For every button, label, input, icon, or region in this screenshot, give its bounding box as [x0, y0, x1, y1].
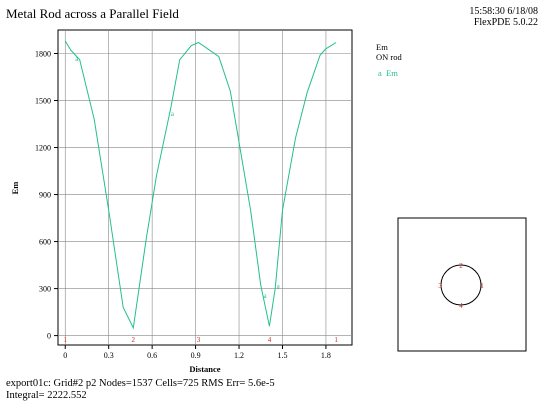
rod-label-left: 3 [438, 282, 442, 290]
x-tick-label: 0.6 [147, 351, 157, 360]
series-label-marker: a [75, 55, 79, 63]
y-tick-label: 900 [39, 191, 51, 200]
legend-subtitle: ON rod [376, 52, 402, 62]
y-tick-label: 300 [39, 285, 51, 294]
chart-title: Metal Rod across a Parallel Field [6, 6, 179, 21]
series-group: a a a a [64, 40, 337, 330]
y-tick-label: 0 [47, 332, 51, 341]
x-tick-label: 0.9 [191, 351, 201, 360]
timestamp: 15:58:30 6/18/08 [469, 6, 538, 17]
footer-integral: Integral= 2222.552 [6, 390, 87, 401]
x-tick-label: 1.2 [234, 351, 244, 360]
footer: export01c: Grid#2 p2 Nodes=1537 Cells=72… [6, 378, 275, 402]
domain-inset: 2 3 1 4 [397, 217, 527, 352]
timestamp-block: 15:58:30 6/18/08 FlexPDE 5.0.22 [469, 6, 538, 28]
domain-boundary [397, 217, 527, 352]
y-tick-label: 600 [39, 238, 51, 247]
x-tick-label: 1.5 [277, 351, 287, 360]
y-tick-label: 1800 [35, 50, 51, 59]
legend-title: Em [376, 42, 388, 52]
series-label-marker: a [264, 292, 268, 300]
grid-lines [58, 30, 352, 345]
boundary-marker: 3 [197, 336, 201, 344]
y-tick-label: 1200 [35, 144, 51, 153]
footer-stats: export01c: Grid#2 p2 Nodes=1537 Cells=72… [6, 378, 275, 389]
axis-ticks: 0 300 600 900 1200 1500 1800 0 0.3 0.6 0.9 1.2 1.5 1.… [35, 50, 331, 360]
plot-frame [57, 29, 353, 346]
x-tick-label: 0 [63, 351, 67, 360]
boundary-marker: 1 [334, 336, 338, 344]
legend-entry-label: Em [386, 68, 398, 78]
series-line-em [64, 40, 337, 330]
y-axis-title: Em [10, 182, 20, 195]
boundary-marker: 2 [132, 336, 136, 344]
series-label-marker: a [277, 282, 281, 290]
rod-circle [440, 264, 482, 306]
rod-label-right: 1 [480, 282, 484, 290]
boundary-markers: 1 2 3 4 1 [63, 336, 338, 344]
rod-label-top: 2 [459, 262, 463, 270]
legend: Em ON rod a Em [376, 42, 402, 78]
x-tick-label: 1.8 [321, 351, 331, 360]
legend-entry-marker: a [378, 68, 382, 78]
boundary-marker: 1 [63, 336, 67, 344]
boundary-marker: 4 [268, 336, 272, 344]
x-axis-title: Distance [189, 364, 220, 374]
rod-label-bottom: 4 [459, 302, 463, 310]
x-tick-label: 0.3 [104, 351, 114, 360]
y-tick-label: 1500 [35, 97, 51, 106]
software-version: FlexPDE 5.0.22 [473, 17, 538, 28]
series-label-marker: a [171, 110, 175, 118]
